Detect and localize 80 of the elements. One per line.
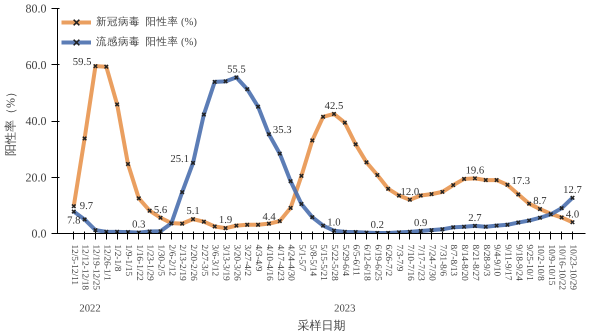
x-tick-label: 7/24-7/30 <box>426 244 437 282</box>
data-label: 0.2 <box>370 220 384 231</box>
x-tick-label: 5/22-5/28 <box>328 244 339 282</box>
x-tick-label: 3/27-4/2 <box>242 244 252 276</box>
x-tick-label: 1/2-1/8 <box>112 244 122 272</box>
x-tick-label: 1/9-1/15 <box>122 244 133 276</box>
y-tick-label: 0.0 <box>32 226 46 240</box>
data-label: 5.1 <box>186 206 200 218</box>
x-tick-label: 9/4-9/10 <box>492 244 502 276</box>
x-tick-label: 8/21-8/27 <box>470 244 480 282</box>
x-tick-label: 6/19-6/25 <box>372 244 382 282</box>
x-tick-label: 4/3-4/9 <box>253 244 264 272</box>
data-label: 0.3 <box>132 220 146 231</box>
x-tick-label: 7/10-7/16 <box>404 244 415 282</box>
x-tick-label: 2/20-2/26 <box>188 244 198 282</box>
x-tick-label: 1/30-2/5 <box>156 244 166 276</box>
x-tick-label: 2/6-2/12 <box>166 244 176 276</box>
x-tick-label: 12/5-12/11 <box>68 244 79 286</box>
x-tick-label: 10/16-10/22 <box>556 244 567 290</box>
data-label: 5.6 <box>154 204 168 216</box>
x-axis-title: 采样日期 <box>298 318 346 332</box>
x-tick-label: 10/2-10/8 <box>534 244 545 282</box>
x-tick-label: 12/19-12/25 <box>90 244 100 290</box>
x-tick-label: 5/29-6/4 <box>340 244 350 276</box>
x-tick-label: 3/6-3/12 <box>210 244 220 276</box>
data-label: 35.3 <box>272 125 292 136</box>
y-tick-label: 60.0 <box>26 58 46 72</box>
x-tick-label: 3/20-3/26 <box>231 244 242 282</box>
data-label: 8.7 <box>533 196 548 208</box>
data-label: 9.7 <box>80 201 94 212</box>
y-tick-label: 80.0 <box>26 2 46 16</box>
y-axis-title: 阳性率（%） <box>4 86 18 156</box>
data-label: 12.0 <box>400 186 420 198</box>
x-tick-label: 6/5-6/11 <box>350 244 361 276</box>
x-tick-label: 6/12-6/18 <box>361 244 372 282</box>
x-tick-label: 5/1-5/7 <box>296 244 306 272</box>
x-tick-label: 12/12-12/18 <box>80 244 90 290</box>
text: 2023 <box>334 304 356 314</box>
x-tick-label: 5/8-5/14 <box>307 244 318 276</box>
x-tick-label: 2/13-2/19 <box>177 244 188 282</box>
data-label: 19.6 <box>466 165 485 176</box>
x-tick-label: 12/26-1/1 <box>101 244 112 282</box>
text: 2022 <box>79 304 101 314</box>
x-tick-label: 4/17-4/23 <box>274 244 285 282</box>
x-tick-label: 8/7-8/13 <box>448 244 458 276</box>
y-tick-label: 20.0 <box>26 170 46 184</box>
x-tick-label: 8/28-9/3 <box>480 244 491 276</box>
x-tick-label: 7/17-7/23 <box>416 244 426 282</box>
data-label: 2.7 <box>468 212 482 224</box>
data-label: 17.3 <box>511 176 530 187</box>
data-label: 42.5 <box>324 100 344 112</box>
x-tick-label: 7/3-7/9 <box>394 244 404 272</box>
data-label: 12.7 <box>563 184 582 196</box>
x-tick-label: 1/23-1/29 <box>144 244 155 282</box>
data-label: 1.0 <box>327 218 341 229</box>
x-tick-label: 1/16-1/22 <box>134 244 144 282</box>
x-tick-label: 6/26-7/2 <box>383 244 394 276</box>
x-tick-label: 10/9-10/15 <box>546 244 556 286</box>
x-tick-label: 9/11-9/17 <box>502 244 512 281</box>
x-tick-label: 9/25-10/1 <box>524 244 534 282</box>
data-label: 4.0 <box>566 209 580 220</box>
x-tick-label: 5/15-5/21 <box>318 244 328 282</box>
x-tick-label: 9/18-9/24 <box>513 244 524 282</box>
x-tick-label: 2/27-3/5 <box>198 244 209 276</box>
data-label: 0.9 <box>414 218 428 229</box>
data-label: 55.5 <box>227 64 246 76</box>
x-tick-label: 3/13-3/19 <box>220 244 231 282</box>
x-tick-label: 4/24-4/30 <box>286 244 296 282</box>
legend-label: 新冠病毒 阳性率 (%) <box>96 15 197 29</box>
legend-label: 流感病毒 阳性率 (%) <box>96 35 197 49</box>
x-tick-label: 7/31-8/6 <box>437 244 448 276</box>
data-label: 7.8 <box>67 216 80 227</box>
x-tick-label: 10/23-10/29 <box>567 244 578 290</box>
x-tick-label: 8/14-8/20 <box>459 244 470 282</box>
x-tick-label: 4/10-4/16 <box>264 244 274 282</box>
data-label: 1.9 <box>218 215 232 226</box>
data-label: 25.1 <box>170 154 190 165</box>
data-label: 59.5 <box>72 57 92 68</box>
y-tick-label: 40.0 <box>26 114 46 128</box>
data-label: 4.4 <box>262 212 276 224</box>
